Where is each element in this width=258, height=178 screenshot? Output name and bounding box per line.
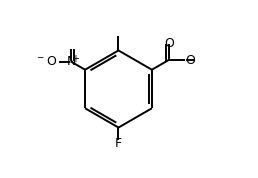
Text: N: N: [67, 55, 76, 68]
Text: +: +: [71, 54, 79, 64]
Text: O: O: [165, 37, 174, 50]
Text: O: O: [186, 54, 196, 67]
Text: $^-$O: $^-$O: [35, 55, 58, 68]
Text: F: F: [115, 137, 122, 150]
